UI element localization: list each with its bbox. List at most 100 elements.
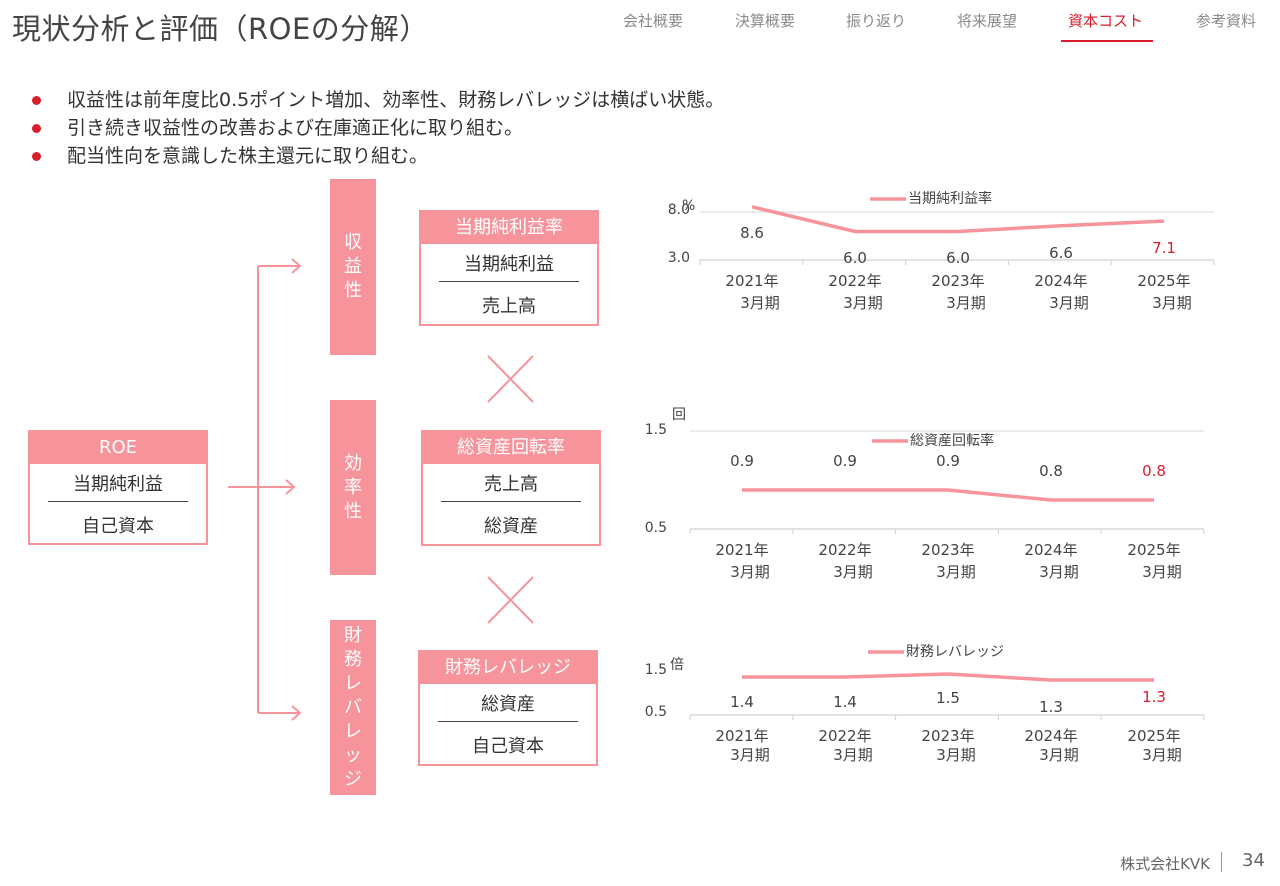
bullet-dot-icon (32, 151, 41, 161)
x-tick-label: 3月期 (1142, 563, 1182, 581)
category-profitability: 収 益 性 (330, 179, 376, 355)
roe-numerator: 当期純利益 (73, 474, 163, 495)
series-line-当期純利益率 (751, 205, 1165, 234)
x-tick-label: 3月期 (936, 563, 976, 581)
x-tick-label: 2022年 (818, 727, 871, 745)
tab-review[interactable]: 振り返り (846, 12, 907, 30)
financial-leverage-head: 財務レバレッジ (420, 652, 596, 684)
x-tick-label: 2025年 (1137, 272, 1190, 290)
x-tick-label: 2025年 (1127, 541, 1180, 559)
x-tick-label: 3月期 (1142, 746, 1182, 764)
page-number: 34 (1242, 850, 1265, 871)
bullet-item: 収益性は前年度比0.5ポイント増加、効率性、財務レバレッジは横ばい状態。 (30, 86, 724, 114)
x-tick-label: 2023年 (921, 541, 974, 559)
x-tick-label: 2022年 (818, 541, 871, 559)
roe-denominator: 自己資本 (82, 516, 154, 537)
x-tick-label: 2024年 (1034, 272, 1087, 290)
x-tick-label: 2025年 (1127, 727, 1180, 745)
series-line-総資産回転率 (742, 488, 1154, 502)
profit-margin-numerator: 当期純利益 (464, 254, 554, 275)
financial-leverage-numerator: 総資産 (481, 694, 535, 715)
x-tick-label: 3月期 (1039, 746, 1079, 764)
x-tick-label: 2021年 (715, 727, 768, 745)
roe-formula-box: ROE 当期純利益 自己資本 (28, 430, 208, 545)
y-tick-label: 1.5 (645, 422, 667, 438)
financial-leverage-box: 財務レバレッジ 総資産 自己資本 (418, 650, 598, 766)
data-label: 1.4 (730, 693, 754, 711)
legend-label: 総資産回転率 (910, 432, 994, 449)
x-tick-label: 3月期 (730, 746, 770, 764)
x-tick-label: 2024年 (1024, 541, 1077, 559)
data-label: 6.6 (1049, 244, 1073, 262)
legend-label: 財務レバレッジ (906, 644, 1004, 660)
data-label: 0.8 (1039, 462, 1063, 480)
x-tick-label: 3月期 (1152, 294, 1192, 312)
bullet-item: 引き続き収益性の改善および在庫適正化に取り組む。 (30, 114, 724, 142)
data-label: 0.9 (730, 452, 754, 470)
financial-leverage-denominator: 自己資本 (472, 736, 544, 757)
x-tick-label: 3月期 (1039, 563, 1079, 581)
x-tick-label: 3月期 (833, 746, 873, 764)
bullet-item: 配当性向を意識した株主還元に取り組む。 (30, 142, 724, 170)
fraction-line (48, 501, 188, 502)
fraction-line (441, 501, 581, 502)
profit-margin-head: 当期純利益率 (421, 212, 597, 244)
tab-future-outlook[interactable]: 将来展望 (957, 12, 1018, 30)
x-tick-label: 2022年 (828, 272, 881, 290)
data-label: 0.9 (833, 452, 857, 470)
tab-financial-summary[interactable]: 決算概要 (735, 12, 796, 30)
x-tick-label: 3月期 (936, 746, 976, 764)
tab-reference[interactable]: 参考資料 (1196, 12, 1257, 30)
footer-separator (1221, 852, 1222, 872)
y-axis-unit: 回 (672, 407, 686, 423)
data-label: 1.5 (936, 689, 960, 707)
profit-margin-box: 当期純利益率 当期純利益 売上高 (419, 210, 599, 326)
data-label: 6.0 (946, 249, 970, 267)
category-efficiency: 効 率 性 (330, 400, 376, 575)
x-tick-label: 3月期 (946, 294, 986, 312)
tab-cost-of-capital[interactable]: 資本コスト (1068, 12, 1144, 30)
asset-turnover-head: 総資産回転率 (423, 432, 599, 464)
y-axis-unit: % (682, 198, 695, 214)
data-label: 1.4 (833, 693, 857, 711)
legend-label: 当期純利益率 (908, 190, 992, 207)
bullet-dot-icon (32, 95, 41, 105)
data-label: 1.3 (1142, 688, 1166, 706)
y-tick-label: 3.0 (668, 250, 690, 266)
data-label: 6.0 (843, 249, 867, 267)
data-label: 1.3 (1039, 698, 1063, 716)
y-tick-label: 8.0 (668, 202, 690, 218)
y-tick-label: 1.5 (645, 662, 667, 678)
x-tick-label: 2021年 (715, 541, 768, 559)
series-line-財務レバレッジ (742, 672, 1154, 682)
profit-margin-denominator: 売上高 (482, 296, 536, 317)
active-tab-underline (1061, 40, 1153, 42)
fraction-line (438, 721, 578, 722)
x-tick-label: 2023年 (931, 272, 984, 290)
bullet-list: 収益性は前年度比0.5ポイント増加、効率性、財務レバレッジは横ばい状態。 引き続… (30, 86, 724, 170)
x-tick-label: 2021年 (725, 272, 778, 290)
data-label: 0.8 (1142, 462, 1166, 480)
fraction-line (439, 281, 579, 282)
x-tick-label: 2023年 (921, 727, 974, 745)
data-label: 7.1 (1152, 239, 1176, 257)
tab-company-overview[interactable]: 会社概要 (623, 12, 684, 30)
category-leverage: 財 務 レ バ レ ッ ジ (330, 620, 376, 795)
x-tick-label: 3月期 (1049, 294, 1089, 312)
footer-company-name: 株式会社KVK (1120, 855, 1210, 873)
asset-turnover-box: 総資産回転率 売上高 総資産 (421, 430, 601, 546)
roe-box-head: ROE (30, 432, 206, 464)
page-title: 現状分析と評価（ROEの分解） (12, 12, 429, 46)
y-tick-label: 0.5 (645, 520, 667, 536)
x-tick-label: 3月期 (740, 294, 780, 312)
asset-turnover-numerator: 売上高 (484, 474, 538, 495)
y-axis-unit: 倍 (670, 657, 684, 673)
x-tick-label: 3月期 (730, 563, 770, 581)
y-tick-label: 0.5 (645, 704, 667, 720)
x-tick-label: 2024年 (1024, 727, 1077, 745)
asset-turnover-denominator: 総資産 (484, 516, 538, 537)
x-tick-label: 3月期 (833, 563, 873, 581)
data-label: 0.9 (936, 452, 960, 470)
